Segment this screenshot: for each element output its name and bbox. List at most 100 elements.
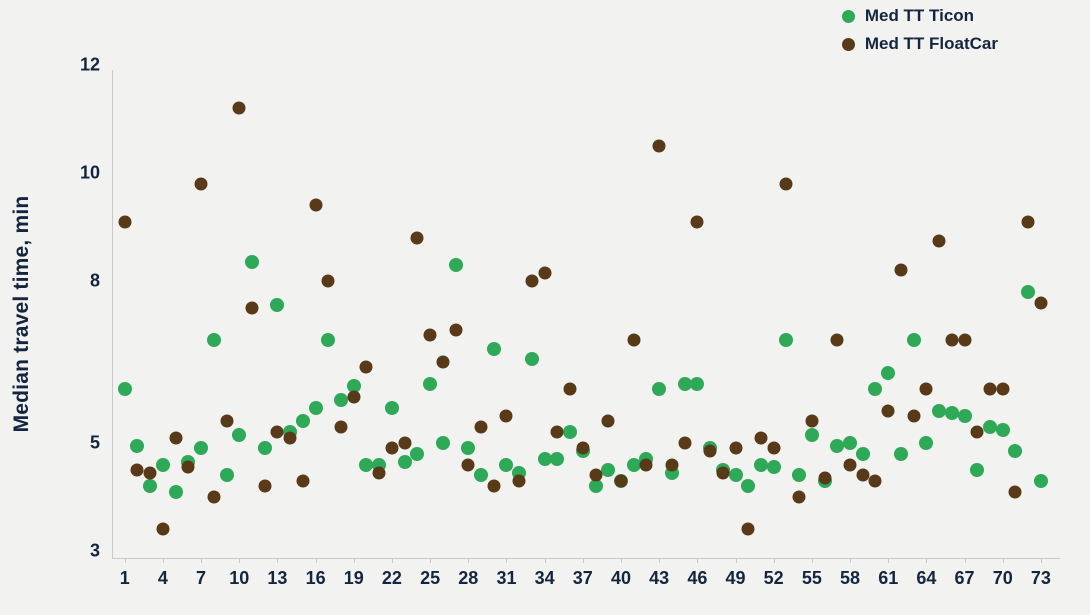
data-point-floatcar [563,382,577,396]
data-point-ticon [779,333,794,348]
x-tick-label: 34 [534,568,555,588]
data-point-floatcar [1021,215,1035,229]
data-point-ticon [130,438,145,453]
legend-label-ticon: Med TT Ticon [864,6,975,25]
data-point-ticon [753,457,768,472]
data-point-ticon [295,414,310,429]
data-point-ticon [881,365,896,380]
data-point-floatcar [143,466,157,480]
data-point-floatcar [830,333,844,347]
floatcar-marker-icon [841,37,855,51]
x-tick-label: 70 [992,568,1013,588]
data-point-floatcar [690,215,704,229]
data-point-floatcar [245,301,259,315]
data-point-floatcar [767,441,781,455]
data-point-floatcar [1008,485,1022,499]
y-tick-label: 12 [79,54,100,75]
data-point-ticon [410,446,425,461]
x-tick-mark [162,558,164,563]
data-point-ticon [601,463,616,477]
legend-item-floatcar: Med TT FloatCar [841,34,998,54]
x-tick-mark [315,558,317,563]
x-tick-mark [277,558,279,563]
x-tick-mark [124,558,126,563]
data-point-floatcar [996,382,1010,396]
data-point-ticon [384,400,399,415]
x-tick-label: 19 [343,568,364,588]
data-point-floatcar [741,522,755,536]
data-point-ticon [474,468,489,483]
data-point-floatcar [359,360,373,374]
data-point-ticon [906,333,921,348]
data-point-floatcar [856,468,870,482]
data-point-floatcar [792,490,806,504]
x-tick-mark [353,558,355,563]
x-tick-mark [964,558,966,563]
data-point-ticon [206,333,221,348]
data-point-floatcar [169,431,183,445]
data-point-ticon [1008,444,1023,459]
legend-label-floatcar: Med TT FloatCar [864,34,998,53]
data-point-ticon [652,382,667,396]
data-point-ticon [423,376,438,391]
data-point-floatcar [398,436,412,450]
x-tick-label: 25 [420,568,441,588]
x-tick-label: 28 [458,568,479,588]
data-point-floatcar [1034,296,1048,310]
x-tick-mark [1002,558,1004,563]
data-point-floatcar [589,468,603,482]
data-point-floatcar [958,333,972,347]
data-point-floatcar [156,522,170,536]
data-point-floatcar [601,414,615,428]
y-tick-label: 8 [89,270,100,291]
data-point-ticon [270,298,285,313]
data-point-ticon [244,255,259,270]
data-point-floatcar [868,474,882,488]
data-point-ticon [397,454,412,469]
y-tick-label: 5 [89,432,100,453]
data-point-ticon [626,457,641,472]
data-point-floatcar [130,463,144,477]
x-tick-mark [582,558,584,563]
data-point-floatcar [779,177,793,191]
data-point-ticon [219,468,234,483]
data-point-ticon [843,436,858,450]
data-point-floatcar [983,382,997,396]
x-tick-label: 58 [840,568,861,588]
x-tick-mark [468,558,470,563]
data-point-ticon [588,479,603,494]
data-point-ticon [944,406,959,421]
data-point-ticon [868,382,883,396]
data-point-floatcar [729,441,743,455]
data-point-ticon [257,441,272,456]
data-point-floatcar [550,425,564,439]
x-tick-mark [201,558,203,563]
x-tick-mark [926,558,928,563]
y-tick-label: 3 [89,540,100,561]
data-point-ticon [550,452,565,467]
x-tick-mark [544,558,546,563]
data-point-ticon [524,352,539,367]
data-point-ticon [855,446,870,461]
data-point-floatcar [449,323,463,337]
data-point-ticon [983,419,997,434]
x-tick-label: 1 [119,568,130,588]
data-point-floatcar [194,177,208,191]
legend: Med TT Ticon Med TT FloatCar [841,6,998,54]
data-point-floatcar [907,409,921,423]
x-tick-mark [773,558,775,563]
data-point-floatcar [818,471,832,485]
data-point-floatcar [207,490,221,504]
data-point-ticon [461,441,476,456]
data-point-ticon [143,479,158,494]
data-point-ticon [486,341,501,356]
data-point-floatcar [614,474,628,488]
y-axis-line [112,70,113,558]
data-point-ticon [435,436,450,450]
data-point-ticon [563,425,578,440]
x-tick-mark [850,558,852,563]
ticon-marker-icon [841,9,855,23]
x-tick-label: 55 [801,568,822,588]
data-point-floatcar [270,425,284,439]
x-tick-label: 37 [572,568,593,588]
